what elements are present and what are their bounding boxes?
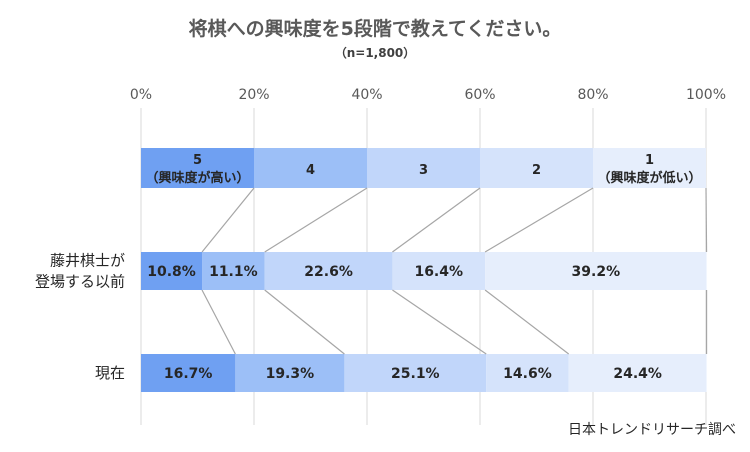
x-tick-label: 0% <box>130 87 152 103</box>
legend-sublabel: （興味度が高い） <box>145 170 249 186</box>
bar-segment <box>392 252 486 290</box>
legend-label: 5 <box>193 153 202 168</box>
bar-segment <box>568 354 707 392</box>
data-label: 39.2% <box>572 264 621 280</box>
data-label: 10.8% <box>147 264 196 280</box>
bar-segment <box>141 354 236 392</box>
connector-line <box>705 187 708 253</box>
category-label: 藤井棋士が <box>50 252 125 270</box>
bar-segment <box>141 252 203 290</box>
data-label: 19.3% <box>266 366 315 382</box>
connector-line <box>201 289 236 355</box>
category-label: 登場する以前 <box>35 273 125 291</box>
legend-segment <box>141 148 254 188</box>
bar-segment <box>486 354 569 392</box>
data-label: 14.6% <box>503 366 552 382</box>
connector-line <box>484 289 570 355</box>
legend-label: 2 <box>532 163 541 178</box>
connector-line <box>484 187 594 253</box>
x-tick-label: 60% <box>464 87 495 103</box>
connector-line <box>264 187 368 253</box>
data-label: 25.1% <box>391 366 440 382</box>
data-label: 16.4% <box>414 264 463 280</box>
legend-segment <box>254 148 367 188</box>
bar-segment <box>235 354 345 392</box>
source-note: 日本トレンドリサーチ調べ <box>568 422 736 438</box>
data-label: 24.4% <box>613 366 662 382</box>
x-tick-label: 100% <box>686 87 726 103</box>
data-label: 22.6% <box>304 264 353 280</box>
x-tick-label: 80% <box>577 87 608 103</box>
x-tick-label: 20% <box>238 87 269 103</box>
legend-segment <box>593 148 706 188</box>
category-label: 現在 <box>95 364 125 382</box>
x-tick-label: 40% <box>351 87 382 103</box>
legend-sublabel: （興味度が低い） <box>597 170 701 186</box>
data-label: 16.7% <box>164 366 213 382</box>
legend-label: 4 <box>306 163 315 178</box>
legend-segment <box>367 148 480 188</box>
data-label: 11.1% <box>209 264 258 280</box>
connector-line <box>392 289 487 355</box>
connector-line <box>201 187 255 253</box>
legend-segment <box>480 148 593 188</box>
legend-label: 3 <box>419 163 428 178</box>
legend-label: 1 <box>645 153 654 168</box>
bar-segment <box>202 252 265 290</box>
bar-segment <box>485 252 707 290</box>
bar-segment <box>344 354 487 392</box>
connector-line <box>392 187 481 253</box>
bar-segment <box>264 252 393 290</box>
chart-subtitle: （n=1,800） <box>334 46 416 60</box>
connector-line <box>264 289 345 355</box>
chart-title: 将棋への興味度を5段階で教えてください。 <box>188 18 562 40</box>
